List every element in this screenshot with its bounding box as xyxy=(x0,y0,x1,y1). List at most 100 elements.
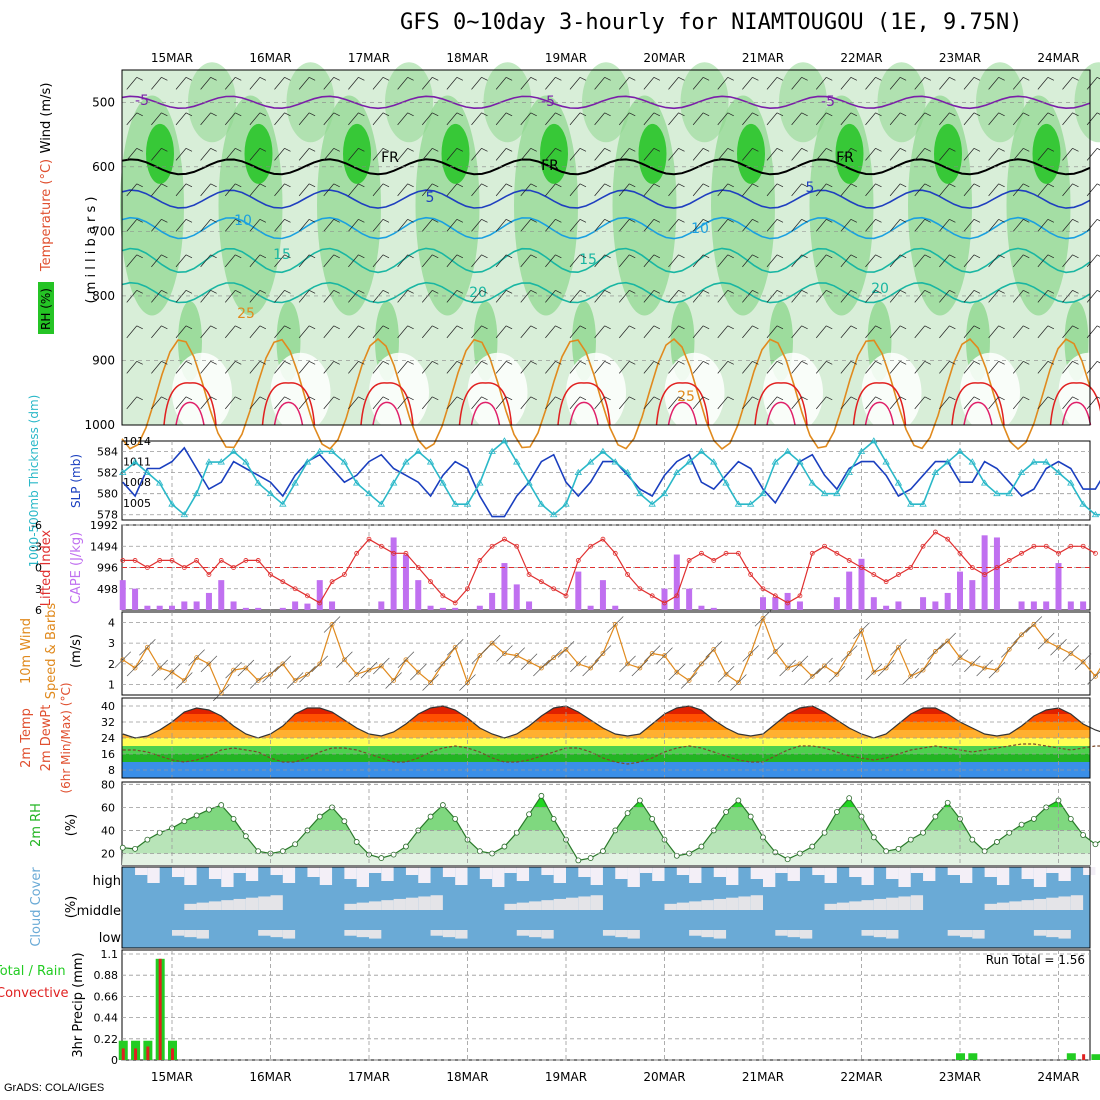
cloud-gap xyxy=(529,901,542,910)
wind-barb xyxy=(964,655,981,673)
cloud-gap xyxy=(713,930,727,939)
wind-barb xyxy=(481,254,488,259)
wind-barb xyxy=(372,219,384,232)
wind-barb xyxy=(407,325,414,330)
slp-tick-label: 1014 xyxy=(123,435,151,448)
wind-barb xyxy=(594,361,605,374)
wind-barb xyxy=(1096,219,1100,222)
wind-barb xyxy=(284,112,291,117)
wind-barb xyxy=(471,148,482,161)
wind-barb xyxy=(899,325,907,330)
wind-barb xyxy=(850,77,858,81)
wind-barb xyxy=(826,148,833,152)
wind-barb xyxy=(766,361,778,374)
wind-barb xyxy=(717,112,729,126)
precip-total-bar xyxy=(1066,1053,1076,1060)
isotherm-35-line xyxy=(175,401,205,426)
rh-point xyxy=(513,829,520,836)
wind-barb xyxy=(889,325,901,339)
wind-barb xyxy=(1023,112,1030,117)
wind-barb xyxy=(397,77,408,90)
wind-barb xyxy=(496,645,513,662)
thickness-point xyxy=(1091,510,1100,518)
lifted-index-point xyxy=(711,558,717,563)
thickness-point xyxy=(488,447,496,454)
wind-barb xyxy=(815,325,827,339)
wind-barb xyxy=(1023,361,1030,365)
wind-barb xyxy=(161,112,168,117)
wind-barb xyxy=(333,361,340,365)
wind-barb xyxy=(579,148,587,152)
cape-axis-label: CAPE (J/kg) xyxy=(69,532,84,604)
pressure-tick-label: 500 xyxy=(92,95,115,109)
wind-barb xyxy=(998,254,1005,259)
wind-barb xyxy=(924,325,931,330)
wind-barb xyxy=(308,290,316,294)
wind-barb xyxy=(471,219,482,232)
wind-barb xyxy=(126,254,138,268)
lifted-index-point xyxy=(1006,558,1012,563)
thickness-point xyxy=(414,447,422,454)
wind-speed-point xyxy=(785,665,791,671)
rh-point xyxy=(575,857,582,864)
lifted-index-point xyxy=(674,593,680,599)
wind-barb xyxy=(210,254,217,259)
wind-barb xyxy=(456,361,464,365)
wind-barb xyxy=(136,77,143,81)
isotherm-30-line xyxy=(163,382,217,426)
wind-barb xyxy=(801,361,808,365)
wind-barb xyxy=(899,148,907,152)
wind-barb xyxy=(200,254,211,268)
wind-barb xyxy=(742,219,753,232)
cloud-gap xyxy=(824,903,837,910)
wind-barb xyxy=(899,396,907,401)
rh-region xyxy=(244,123,273,184)
lifted-index-point xyxy=(859,565,864,570)
wind-barb xyxy=(890,639,907,656)
wind-barb xyxy=(924,77,931,81)
thickness-point xyxy=(549,510,558,518)
cloud-gap xyxy=(356,930,369,938)
wind-barb xyxy=(826,254,833,259)
wind-barb xyxy=(668,77,679,90)
cape-bar xyxy=(156,605,163,610)
wind-barb xyxy=(702,77,710,81)
cloud-gap xyxy=(689,901,702,910)
wind-barb xyxy=(766,148,778,161)
time-label-bottom: 17MAR xyxy=(348,1070,390,1084)
cape-bar xyxy=(833,597,840,610)
wind-speed-point xyxy=(637,665,643,671)
wind-barb xyxy=(249,148,261,161)
wind-barb xyxy=(298,361,310,374)
cape-bar xyxy=(378,601,385,610)
wind-barb xyxy=(579,361,587,365)
wind-speed-point xyxy=(822,663,827,669)
wind-barb xyxy=(1086,148,1098,161)
cloud-gap xyxy=(652,867,665,881)
cloud-level-label: high xyxy=(93,874,121,889)
wind-barb xyxy=(481,112,488,117)
wind-barb xyxy=(308,77,316,81)
wind-barb xyxy=(791,655,809,673)
cape-bar xyxy=(932,601,939,610)
wind-barb xyxy=(175,290,187,303)
wind-barb xyxy=(505,219,513,223)
thickness-point xyxy=(463,500,472,507)
wind-speed-point xyxy=(169,669,175,675)
wind-barb xyxy=(988,254,999,268)
wind-barb xyxy=(151,148,162,161)
thickness-point xyxy=(943,458,952,465)
wind-barb xyxy=(200,655,218,673)
wind-barb xyxy=(446,396,458,410)
thickness-point xyxy=(291,479,299,486)
temp-tick-label: 40 xyxy=(101,700,115,713)
wind-barb xyxy=(668,290,679,303)
lifted-index-point xyxy=(883,579,889,585)
wind-barb xyxy=(1074,653,1092,671)
wind-barb xyxy=(323,148,335,161)
wind-barb xyxy=(618,148,630,161)
cape-bar xyxy=(575,571,582,610)
wind-barb xyxy=(939,361,950,374)
wind-barb xyxy=(136,183,143,188)
wind-barb xyxy=(631,659,649,677)
